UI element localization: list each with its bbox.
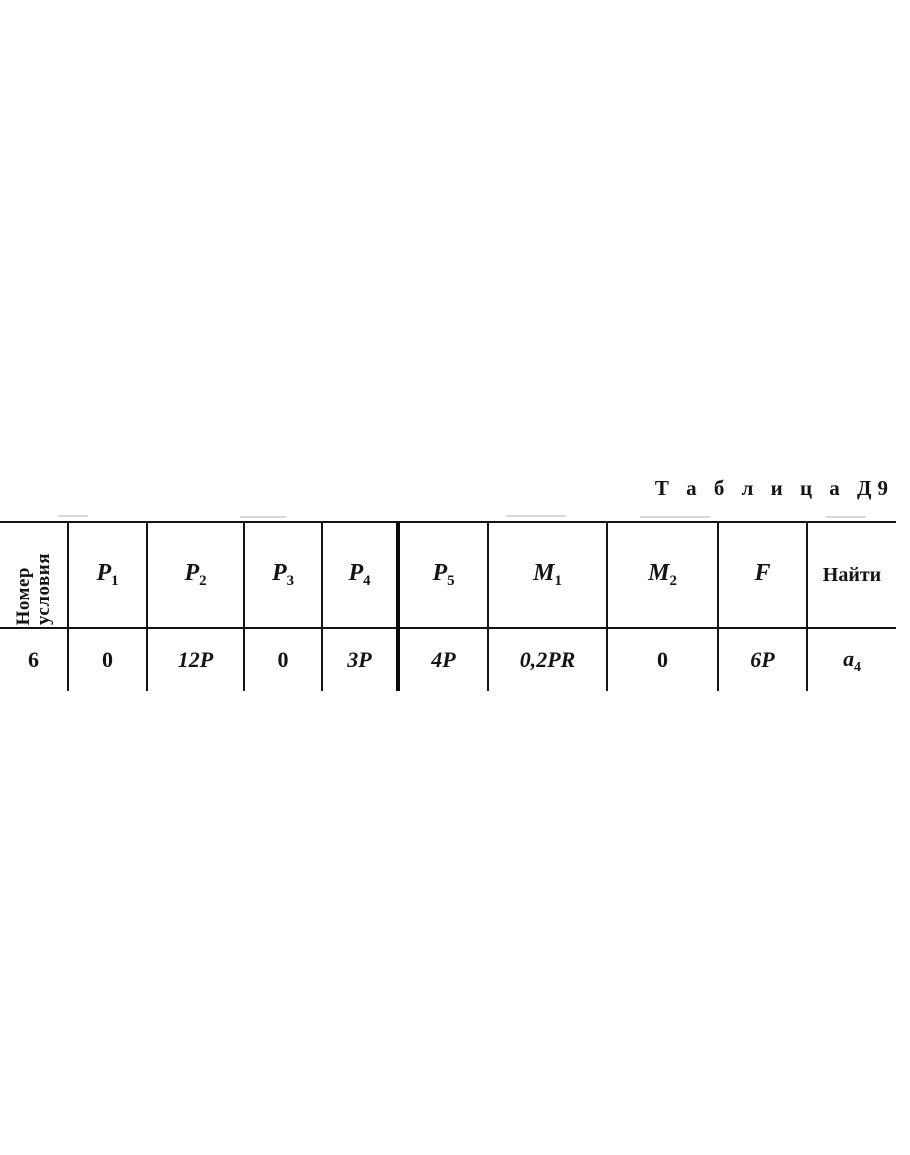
conditions-table: Номер условия P1 P2 P3 P4 P5 (0, 521, 896, 691)
symbol-base: P (184, 559, 200, 586)
symbol-sub: 1 (111, 573, 119, 590)
symbol-base: P (271, 559, 287, 586)
column-header-p2: P2 (146, 521, 244, 629)
cell-p1: 0 (67, 628, 147, 691)
column-header-m1: M1 (487, 521, 607, 629)
cell-value: 0 (102, 647, 113, 672)
symbol-base: P (96, 559, 112, 586)
table-header-row: Номер условия P1 P2 P3 P4 P5 (0, 521, 896, 629)
symbol-base: F (754, 559, 771, 586)
table-row: 6 0 12P 0 3P 4P 0,2PR (0, 628, 896, 691)
cell-find: a4 (806, 628, 896, 691)
column-header-p1: P1 (67, 521, 147, 629)
column-header-index: Номер условия (0, 521, 68, 629)
table-container: Номер условия P1 P2 P3 P4 P5 (0, 521, 896, 691)
cell-value: 12P (177, 647, 214, 672)
cell-value: 6P (750, 647, 775, 672)
find-header-label: Найти (822, 563, 882, 586)
table-caption: Т а б л и ц а Д9 (654, 476, 894, 500)
symbol-sub: 3 (286, 573, 295, 590)
symbol-sub: 4 (363, 573, 371, 590)
cell-f: 6P (717, 628, 807, 691)
cell-m1: 0,2PR (487, 628, 607, 691)
symbol-sub: 1 (554, 573, 562, 590)
column-header-p4: P4 (321, 521, 398, 629)
column-header-p5: P5 (396, 521, 488, 629)
index-header-line-2: условия (33, 552, 54, 625)
column-header-find: Найти (806, 521, 896, 629)
cell-value: 0,2PR (519, 647, 576, 672)
symbol-sub: 4 (854, 658, 861, 674)
symbol-sub: 5 (447, 573, 455, 590)
column-header-m2: M2 (606, 521, 718, 629)
cell-p3: 0 (243, 628, 322, 691)
cell-index: 6 (0, 628, 68, 691)
cell-value: 0 (277, 647, 289, 672)
column-header-f: F (717, 521, 807, 629)
cell-p5: 4P (396, 628, 488, 691)
symbol-sub: 2 (669, 573, 677, 590)
cell-value: 4P (431, 647, 456, 672)
column-header-p3: P3 (243, 521, 322, 629)
index-header-line-1: Номер (13, 566, 34, 625)
cell-p4: 3P (321, 628, 398, 691)
symbol-base: M (648, 559, 670, 586)
symbol-base: P (348, 559, 364, 586)
cell-p2: 12P (146, 628, 244, 691)
symbol-base: a (843, 645, 855, 671)
symbol-base: M (533, 559, 555, 586)
cell-m2: 0 (606, 628, 718, 691)
symbol-base: P (432, 559, 448, 586)
cell-value: 0 (657, 647, 668, 672)
row-index-value: 6 (28, 647, 39, 672)
symbol-sub: 2 (199, 573, 207, 590)
cell-value: 3P (347, 647, 372, 672)
